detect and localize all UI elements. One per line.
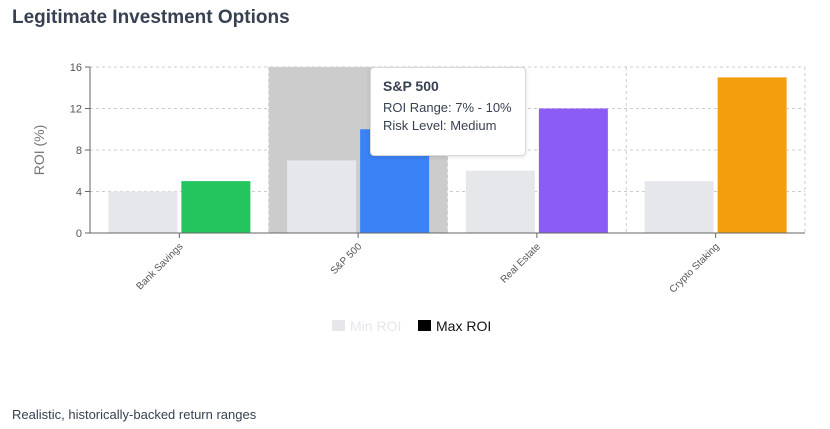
- bar-max-roi[interactable]: [717, 77, 787, 233]
- legend-label[interactable]: Min ROI: [350, 318, 401, 334]
- x-tick-label: Bank Savings: [134, 241, 185, 292]
- tooltip-risk-level: Risk Level: Medium: [383, 118, 497, 133]
- y-axis-title: ROI (%): [31, 125, 47, 176]
- bar-max-roi[interactable]: [181, 181, 251, 233]
- x-tick-label: S&P 500: [329, 241, 365, 277]
- x-tick-label: Real Estate: [499, 241, 544, 286]
- bar-min-roi[interactable]: [108, 191, 178, 234]
- bars: [108, 77, 787, 234]
- y-tick-label: 4: [76, 187, 82, 199]
- y-tick-label: 16: [70, 62, 82, 74]
- chart-tooltip: S&P 500 ROI Range: 7% - 10% Risk Level: …: [370, 67, 526, 156]
- x-tick-label: Crypto Staking: [668, 241, 722, 295]
- page-subtitle: Realistic, historically-backed return ra…: [12, 407, 257, 422]
- bar-min-roi[interactable]: [465, 170, 535, 233]
- bar-min-roi[interactable]: [287, 160, 357, 233]
- y-tick-label: 0: [76, 228, 82, 240]
- legend-swatch[interactable]: [418, 320, 431, 331]
- bar-min-roi[interactable]: [644, 181, 714, 233]
- y-tick-label: 8: [76, 145, 82, 157]
- legend-label[interactable]: Max ROI: [436, 318, 491, 334]
- y-tick-label: 12: [70, 104, 82, 116]
- axes: [85, 66, 805, 238]
- tooltip-title: S&P 500: [383, 78, 439, 94]
- legend: Min ROI Max ROI: [332, 318, 491, 334]
- legend-swatch[interactable]: [332, 320, 345, 331]
- page-title: Legitimate Investment Options: [12, 7, 290, 28]
- tooltip-roi-range: ROI Range: 7% - 10%: [383, 100, 512, 115]
- bar-max-roi[interactable]: [538, 108, 608, 234]
